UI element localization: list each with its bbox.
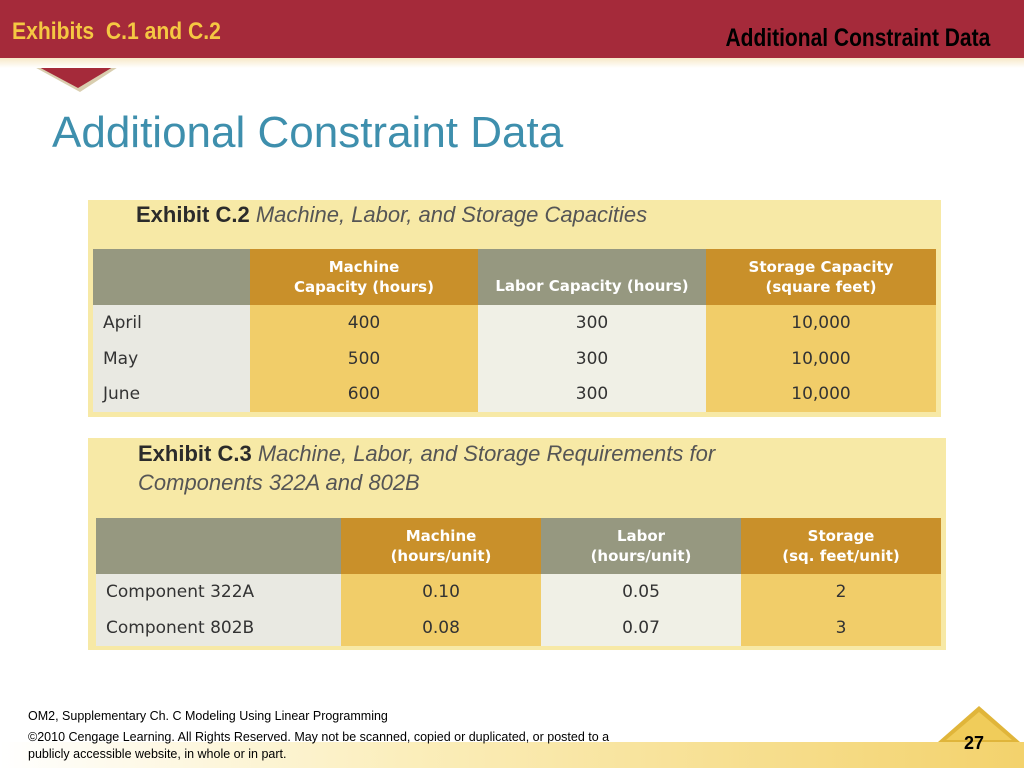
footer-course-line: OM2, Supplementary Ch. C Modeling Using … <box>28 709 388 723</box>
exhibit-c3-caption-line1: Machine, Labor, and Storage Requirements… <box>257 441 716 466</box>
exhibit-c3-table: Machine (hours/unit) Labor (hours/unit) … <box>96 518 941 646</box>
page-number: 27 <box>963 733 984 753</box>
exhibit-c3-panel: Exhibit C.3 Machine, Labor, and Storage … <box>88 438 946 650</box>
row-label: May <box>93 341 250 376</box>
machine-value: 600 <box>250 376 478 412</box>
exhibit-c2-heading: Exhibit C.2 Machine, Labor, and Storage … <box>136 200 647 229</box>
storage-value: 2 <box>741 574 941 610</box>
storage-value: 10,000 <box>706 341 936 376</box>
column-header-storage-capacity: Storage Capacity (square feet) <box>706 249 936 305</box>
exhibit-c3-heading: Exhibit C.3 Machine, Labor, and Storage … <box>138 439 715 497</box>
row-label: Component 322A <box>96 574 341 610</box>
machine-value: 400 <box>250 305 478 341</box>
table-row: April 400 300 10,000 <box>93 305 936 341</box>
exhibit-c2-panel: Exhibit C.2 Machine, Labor, and Storage … <box>88 200 941 417</box>
footer-band <box>0 742 1024 768</box>
storage-value: 3 <box>741 610 941 646</box>
labor-value: 0.07 <box>541 610 741 646</box>
machine-value: 0.08 <box>341 610 541 646</box>
page-number-triangle <box>938 706 1020 742</box>
column-header-labor: Labor (hours/unit) <box>541 518 741 574</box>
column-header-blank <box>93 249 250 305</box>
machine-value: 500 <box>250 341 478 376</box>
header-notch-decoration <box>18 58 132 92</box>
table-row: Component 322A 0.10 0.05 2 <box>96 574 941 610</box>
storage-value: 10,000 <box>706 305 936 341</box>
labor-value: 0.05 <box>541 574 741 610</box>
column-header-machine: Machine (hours/unit) <box>341 518 541 574</box>
header-right-title: Additional Constraint Data <box>725 24 990 52</box>
column-header-labor-capacity: Labor Capacity (hours) <box>478 249 706 305</box>
column-header-machine-capacity: Machine Capacity (hours) <box>250 249 478 305</box>
labor-value: 300 <box>478 341 706 376</box>
slide-title: Additional Constraint Data <box>52 108 564 157</box>
table-row: Component 802B 0.08 0.07 3 <box>96 610 941 646</box>
exhibit-c2-table: Machine Capacity (hours) Labor Capacity … <box>93 249 936 412</box>
column-header-storage: Storage (sq. feet/unit) <box>741 518 941 574</box>
header-left-title: Exhibits C.1 and C.2 <box>12 18 221 45</box>
table-row: May 500 300 10,000 <box>93 341 936 376</box>
labor-value: 300 <box>478 376 706 412</box>
machine-value: 0.10 <box>341 574 541 610</box>
row-label: Component 802B <box>96 610 341 646</box>
row-label: June <box>93 376 250 412</box>
exhibit-c2-caption: Machine, Labor, and Storage Capacities <box>255 202 648 227</box>
labor-value: 300 <box>478 305 706 341</box>
table-row: June 600 300 10,000 <box>93 376 936 412</box>
header-shadow <box>0 58 1024 68</box>
footer-copyright: ©2010 Cengage Learning. All Rights Reser… <box>28 730 610 761</box>
storage-value: 10,000 <box>706 376 936 412</box>
table-header-row: Machine Capacity (hours) Labor Capacity … <box>93 249 936 305</box>
row-label: April <box>93 305 250 341</box>
table-header-row: Machine (hours/unit) Labor (hours/unit) … <box>96 518 941 574</box>
exhibit-c2-number: Exhibit C.2 <box>136 202 250 227</box>
exhibit-c3-caption-line2: Components 322A and 802B <box>138 470 420 495</box>
exhibit-c3-number: Exhibit C.3 <box>138 441 252 466</box>
header-band <box>0 0 1024 58</box>
column-header-blank <box>96 518 341 574</box>
